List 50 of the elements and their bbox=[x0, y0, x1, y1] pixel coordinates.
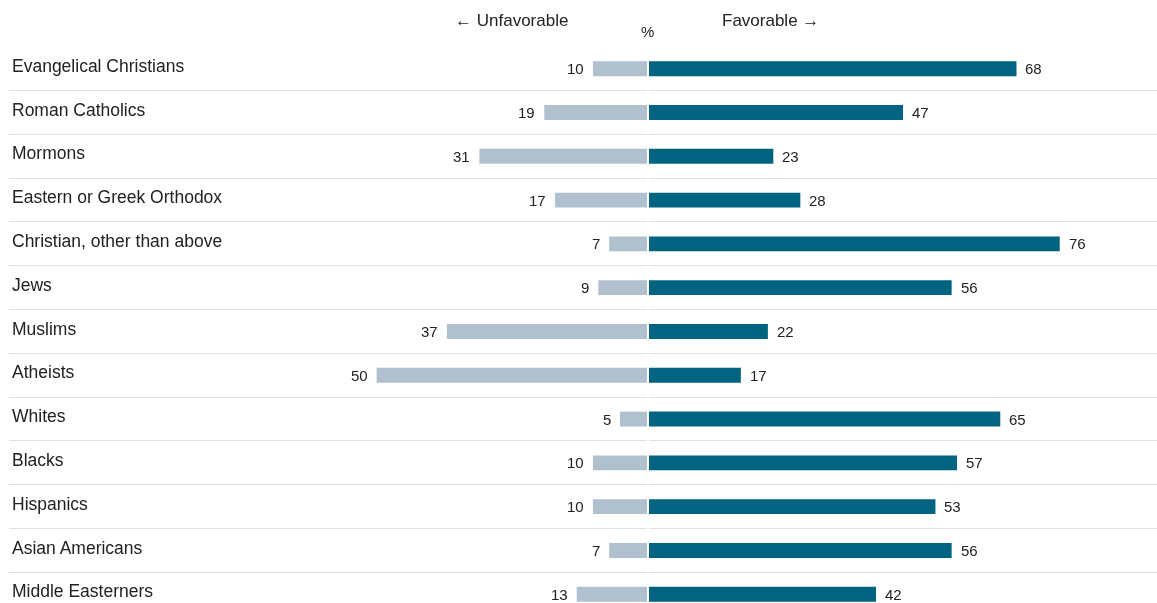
data-label: 10 bbox=[567, 498, 584, 515]
text: ← Unfavorable bbox=[455, 11, 569, 30]
data-label: 68 bbox=[1024, 60, 1042, 77]
bar bbox=[592, 61, 647, 77]
y-tick-label: Evangelical Christians bbox=[12, 55, 185, 76]
y-tick-label: Asian Americans bbox=[12, 537, 143, 558]
bar bbox=[609, 236, 647, 252]
bar bbox=[619, 411, 647, 427]
x-axis-title: % bbox=[641, 23, 655, 40]
data-label: 47 bbox=[911, 104, 929, 121]
y-tick-label: Eastern or Greek Orthodox bbox=[12, 187, 223, 208]
data-label: 28 bbox=[808, 192, 826, 209]
data-label: 10 bbox=[567, 454, 584, 471]
y-tick-label: Jews bbox=[12, 274, 53, 295]
data-label: 56 bbox=[960, 279, 978, 296]
y-tick-label: Roman Catholics bbox=[12, 99, 146, 120]
data-label: 7 bbox=[592, 235, 601, 252]
data-label: 22 bbox=[776, 323, 794, 340]
bar bbox=[609, 543, 647, 558]
y-tick-label: Christian, other than above bbox=[12, 231, 223, 252]
data-label: 13 bbox=[551, 586, 568, 603]
data-label: 17 bbox=[529, 192, 546, 209]
data-label: 17 bbox=[749, 367, 767, 384]
y-tick-label: Whites bbox=[12, 406, 66, 427]
data-label: 9 bbox=[581, 279, 590, 296]
y-tick-label: Atheists bbox=[12, 362, 75, 383]
data-label: 31 bbox=[453, 148, 470, 165]
data-label: 7 bbox=[592, 542, 601, 559]
data-label: 37 bbox=[421, 323, 438, 340]
bar bbox=[576, 586, 647, 602]
series-label: Favorable → bbox=[721, 11, 820, 30]
data-label: 76 bbox=[1068, 235, 1086, 252]
data-label: 53 bbox=[943, 498, 961, 515]
data-label: 23 bbox=[781, 148, 799, 165]
bar bbox=[598, 280, 647, 296]
data-label: 5 bbox=[603, 411, 612, 428]
data-label: 10 bbox=[567, 60, 584, 77]
data-label: 50 bbox=[351, 367, 368, 384]
y-tick-label: Hispanics bbox=[12, 493, 89, 514]
data-label: 19 bbox=[518, 104, 535, 121]
bar bbox=[592, 499, 647, 515]
y-tick-label: Muslims bbox=[12, 318, 77, 339]
data-label: 57 bbox=[965, 454, 983, 471]
data-label: 42 bbox=[884, 586, 902, 603]
data-label: 56 bbox=[960, 542, 978, 559]
y-tick-label: Middle Easterners bbox=[12, 581, 154, 602]
y-tick-label: Blacks bbox=[12, 449, 64, 470]
bar bbox=[592, 455, 647, 471]
data-label: 65 bbox=[1008, 411, 1026, 428]
y-tick-label: Mormons bbox=[12, 143, 86, 164]
